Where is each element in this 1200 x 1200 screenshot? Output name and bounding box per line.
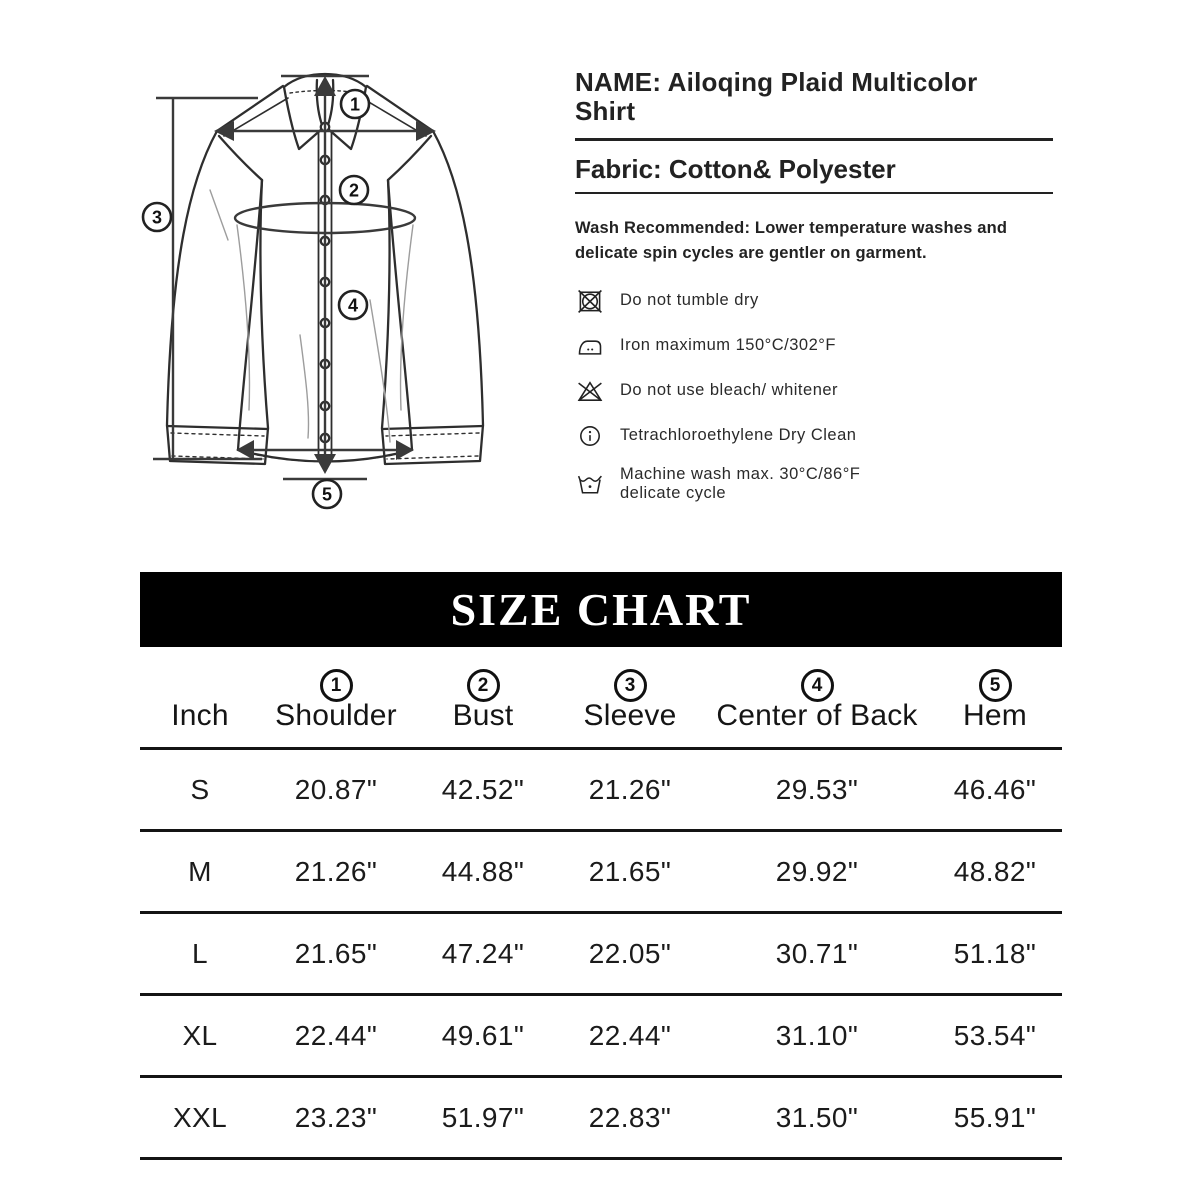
bust-value: 51.97" — [441, 1101, 525, 1133]
circled-number-2: 2 — [466, 669, 500, 702]
product-name: NAME: Ailoqing Plaid Multicolor Shirt — [575, 67, 978, 126]
marker-2: 2 — [338, 174, 370, 206]
care-item: Do not tumble dry — [575, 278, 1053, 323]
size-row-xxl: XXL 23.23" 51.97" 22.83" 31.50" 55.91" — [140, 1075, 1062, 1157]
size-row-xl: XL 22.44" 49.61" 22.44" 31.10" 53.54" — [140, 993, 1062, 1075]
center-of-back-value: 30.71" — [775, 937, 859, 969]
dry-clean-icon — [575, 421, 605, 451]
marker-5: 5 — [311, 478, 343, 510]
column-label: Hem — [963, 699, 1027, 732]
circled-number-3: 3 — [613, 669, 647, 702]
column-header-hem: 5 Hem — [928, 647, 1062, 747]
size-row-s: S 20.87" 42.52" 21.26" 29.53" 46.46" — [140, 747, 1062, 829]
column-label: Bust — [452, 699, 514, 732]
shirt-measurement-diagram: 1 2 3 4 5 — [141, 72, 485, 510]
size-row-m: M 21.26" 44.88" 21.65" 29.92" 48.82" — [140, 829, 1062, 911]
hem-value: 48.82" — [953, 855, 1037, 887]
svg-text:2: 2 — [349, 181, 359, 201]
divider — [575, 191, 1053, 194]
hem-value: 55.91" — [953, 1101, 1037, 1133]
column-label: Center of Back — [716, 699, 918, 732]
column-header-center-of-back: 4 Center of Back — [706, 647, 928, 747]
marker-4: 4 — [337, 289, 369, 321]
sleeve-value: 22.83" — [588, 1101, 672, 1133]
measurement-lines — [153, 74, 420, 481]
size-chart-section: SIZE CHART Inch 1 Shoulder 2 Bust 3 Slee… — [140, 572, 1062, 1160]
marker-3: 3 — [141, 201, 173, 233]
unit-label: Inch — [171, 699, 229, 732]
bust-value: 42.52" — [441, 773, 525, 805]
column-label: Sleeve — [583, 699, 677, 732]
svg-text:1: 1 — [350, 95, 360, 115]
size-chart-header-row: Inch 1 Shoulder 2 Bust 3 Sleeve 4 Center… — [140, 647, 1062, 747]
column-header-inch: Inch — [140, 647, 260, 747]
size-chart-title: SIZE CHART — [450, 584, 752, 635]
shoulder-value: 23.23" — [294, 1101, 378, 1133]
machine-wash-icon — [575, 469, 605, 499]
care-item: Do not use bleach/ whitener — [575, 368, 1053, 413]
circled-number-5: 5 — [978, 669, 1012, 702]
center-of-back-value: 31.50" — [775, 1101, 859, 1133]
care-text: Tetrachloroethylene Dry Clean — [620, 426, 857, 444]
sleeve-value: 21.65" — [588, 855, 672, 887]
size-label: M — [188, 855, 212, 887]
marker-1: 1 — [339, 88, 371, 120]
product-fabric: Fabric: Cotton& Polyester — [575, 153, 896, 184]
shoulder-value: 21.26" — [294, 855, 378, 887]
size-label: XXL — [172, 1101, 228, 1133]
sleeve-value: 22.44" — [588, 1019, 672, 1051]
hem-value: 46.46" — [953, 773, 1037, 805]
sleeve-value: 22.05" — [588, 937, 672, 969]
care-item: Iron maximum 150°C/302°F — [575, 323, 1053, 368]
column-label: Shoulder — [275, 699, 397, 732]
diagram-markers: 1 2 3 4 5 — [141, 88, 371, 510]
care-text: Do not tumble dry — [620, 291, 759, 309]
product-info: NAME: Ailoqing Plaid Multicolor Shirt Fa… — [575, 68, 1053, 510]
hem-value: 53.54" — [953, 1019, 1037, 1051]
circled-number-1: 1 — [319, 669, 353, 702]
shoulder-value: 21.65" — [294, 937, 378, 969]
bust-value: 47.24" — [441, 937, 525, 969]
center-of-back-value: 29.92" — [775, 855, 859, 887]
column-header-shoulder: 1 Shoulder — [260, 647, 412, 747]
do-not-bleach-icon — [575, 376, 605, 406]
divider — [575, 138, 1053, 141]
svg-text:4: 4 — [348, 296, 358, 316]
size-row-l: L 21.65" 47.24" 22.05" 30.71" 51.18" — [140, 911, 1062, 993]
care-item: Tetrachloroethylene Dry Clean — [575, 413, 1053, 458]
size-chart-body: S 20.87" 42.52" 21.26" 29.53" 46.46" M 2… — [140, 747, 1062, 1160]
center-of-back-value: 29.53" — [775, 773, 859, 805]
size-label: XL — [182, 1019, 218, 1051]
bust-value: 44.88" — [441, 855, 525, 887]
measurement-arrowheads — [214, 76, 436, 474]
care-text: Machine wash max. 30°C/86°F delicate cyc… — [620, 465, 861, 502]
center-of-back-value: 31.10" — [775, 1019, 859, 1051]
care-text: Iron maximum 150°C/302°F — [620, 336, 836, 354]
care-text: Do not use bleach/ whitener — [620, 381, 839, 399]
size-label: L — [192, 937, 208, 969]
circled-number-4: 4 — [800, 669, 834, 702]
care-item: Machine wash max. 30°C/86°F delicate cyc… — [575, 458, 1053, 510]
sleeve-value: 21.26" — [588, 773, 672, 805]
size-chart-title-banner: SIZE CHART — [140, 572, 1062, 647]
column-header-sleeve: 3 Sleeve — [554, 647, 706, 747]
hem-value: 51.18" — [953, 937, 1037, 969]
bust-value: 49.61" — [441, 1019, 525, 1051]
shoulder-value: 22.44" — [294, 1019, 378, 1051]
do-not-tumble-dry-icon — [575, 286, 605, 316]
column-header-bust: 2 Bust — [412, 647, 554, 747]
care-instructions-list: Do not tumble dry Iron maximum 150°C/302… — [575, 278, 1053, 510]
svg-text:3: 3 — [152, 208, 162, 228]
shoulder-value: 20.87" — [294, 773, 378, 805]
size-label: S — [190, 773, 210, 805]
iron-icon — [575, 331, 605, 361]
wash-recommendation: Wash Recommended: Lower temperature wash… — [575, 219, 1008, 262]
svg-text:5: 5 — [322, 485, 332, 505]
